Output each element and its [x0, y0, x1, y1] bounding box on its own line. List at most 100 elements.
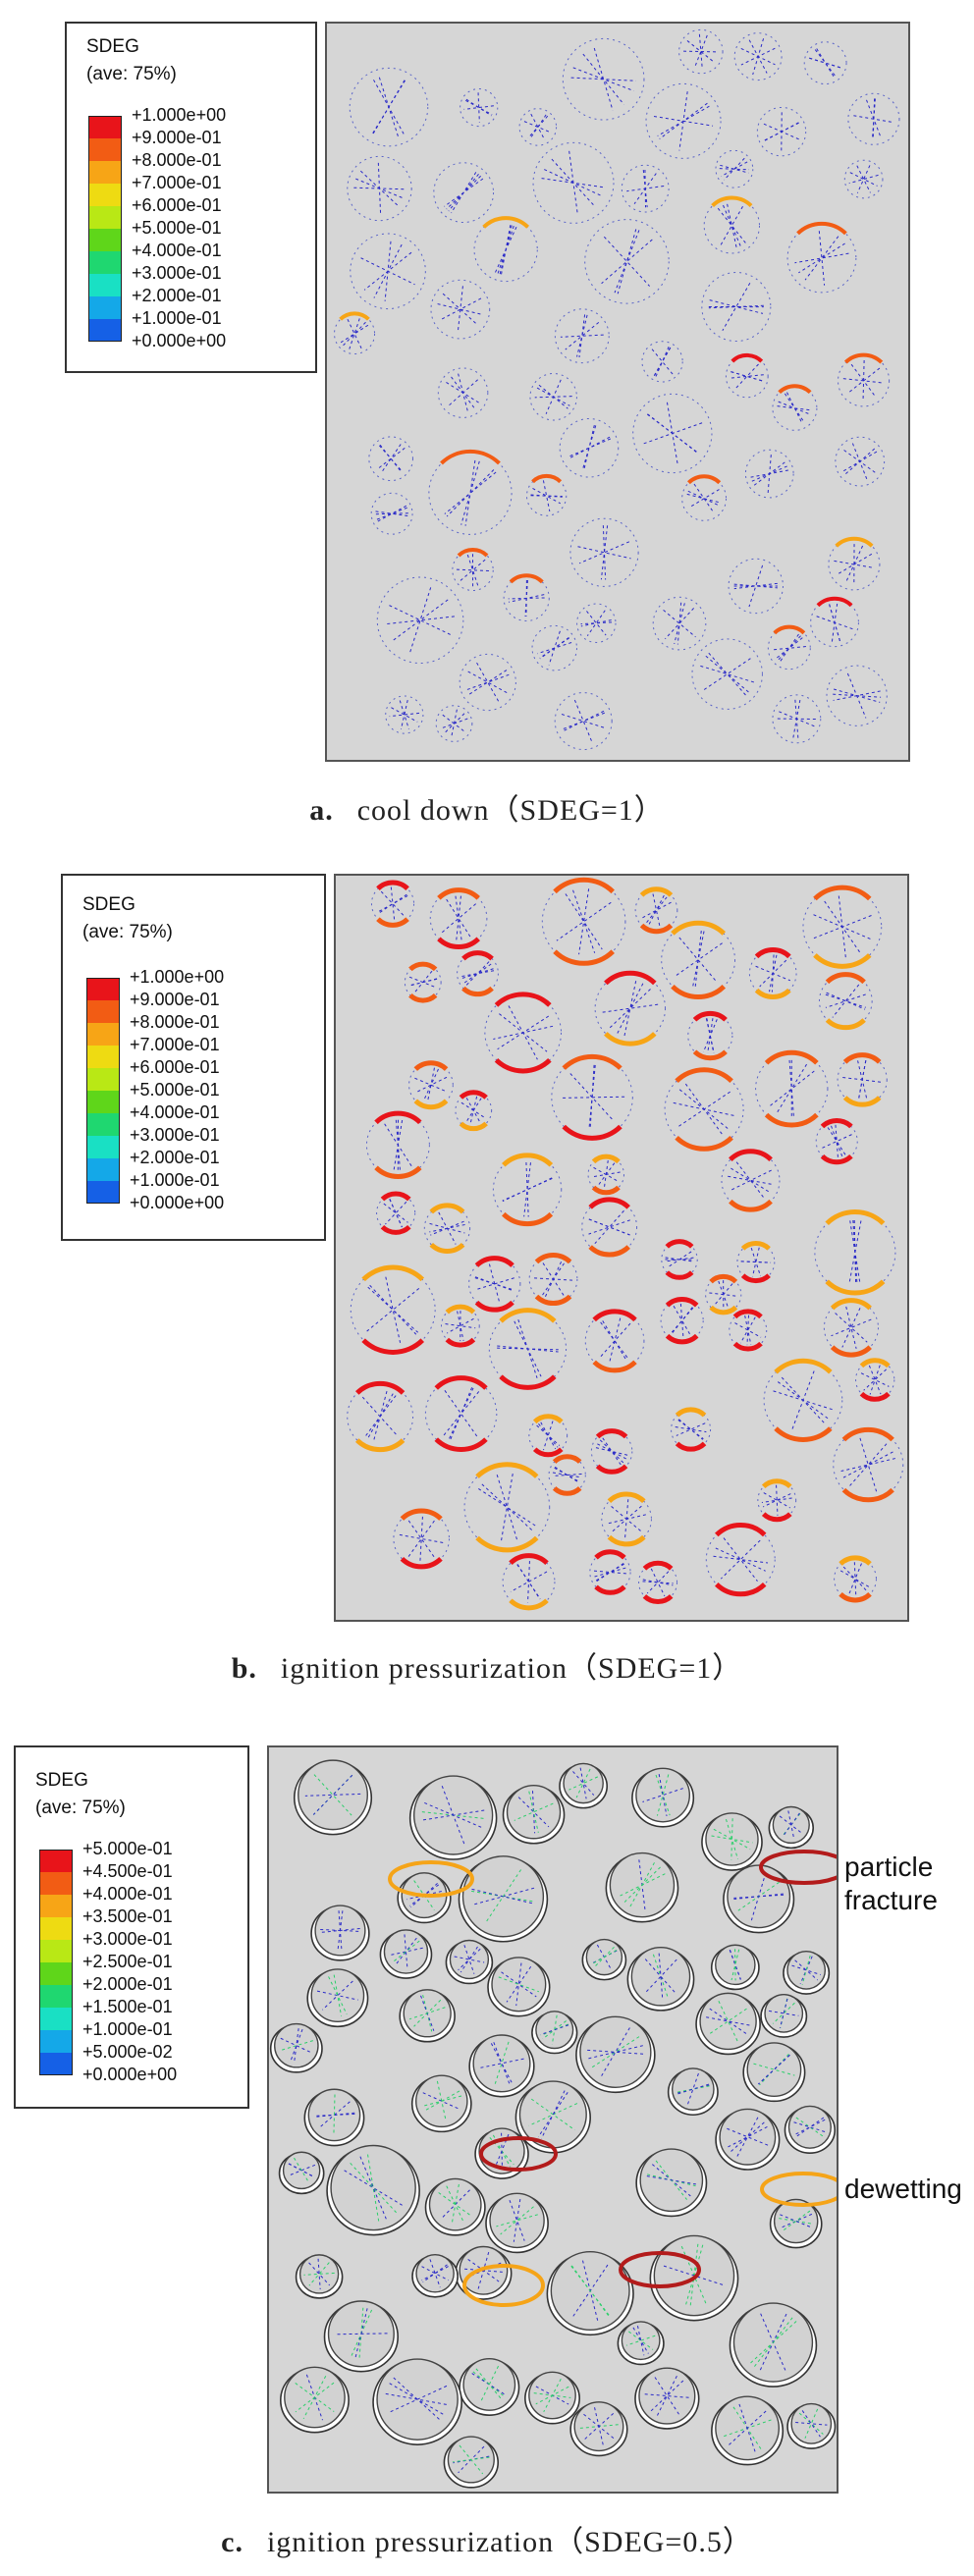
particle — [786, 221, 857, 294]
particle — [641, 341, 683, 383]
legend-swatch — [39, 1895, 73, 1917]
legend-swatch — [86, 1068, 120, 1091]
particle — [468, 2034, 535, 2098]
particle — [468, 1256, 521, 1313]
legend-swatch — [88, 251, 122, 274]
particle — [705, 1273, 742, 1315]
legend-a: SDEG (ave: 75%) +1.000e+00 +9.000e-01 +8.0… — [65, 22, 317, 373]
particle — [725, 353, 769, 399]
particle — [621, 164, 670, 213]
particle — [594, 970, 667, 1046]
particle — [645, 82, 722, 159]
particle — [310, 1905, 370, 1961]
particle — [768, 1805, 815, 1850]
particle — [349, 67, 429, 147]
particle — [769, 2198, 823, 2249]
particle — [430, 279, 491, 340]
legend-swatch — [88, 184, 122, 206]
particle — [584, 219, 670, 304]
dewetting-highlight — [388, 1860, 474, 1898]
particle — [393, 1508, 450, 1570]
particle — [828, 536, 881, 591]
legend-tick-label: +3.000e-01 — [132, 263, 222, 283]
legend-swatch — [86, 1113, 120, 1136]
legend-tick-label: +4.000e-01 — [82, 1884, 173, 1904]
particle — [376, 576, 464, 665]
caption-letter: c. — [221, 2526, 244, 2558]
particle — [715, 2108, 781, 2171]
particle — [502, 1785, 566, 1845]
legend-tick-label: +7.000e-01 — [130, 1035, 220, 1054]
particle — [786, 2402, 837, 2449]
legend-tick-label: +8.000e-01 — [132, 150, 222, 170]
particle — [661, 920, 736, 1000]
particle — [435, 705, 473, 742]
particle — [736, 1241, 776, 1284]
particle — [784, 2105, 837, 2154]
particle — [440, 1304, 480, 1348]
particle — [370, 492, 413, 535]
legend-tick-label: +4.500e-01 — [82, 1861, 173, 1881]
legend-tick-label: +7.000e-01 — [132, 173, 222, 192]
particle — [376, 1191, 416, 1235]
particle — [632, 393, 713, 474]
particle — [772, 694, 822, 744]
particle — [635, 2148, 708, 2218]
legend-tick-label: +3.000e-01 — [82, 1929, 173, 1949]
particle — [695, 1992, 761, 2056]
particle — [408, 1775, 498, 1860]
plot-a — [325, 22, 910, 762]
legend-tick-label: +3.500e-01 — [82, 1906, 173, 1926]
particle — [459, 2358, 520, 2416]
particle — [763, 1358, 843, 1442]
particle — [581, 1197, 638, 1258]
particle-fracture-label: particle fracture — [844, 1852, 938, 1915]
legend-swatch — [39, 1850, 73, 1872]
particle — [514, 2080, 591, 2154]
particle — [541, 877, 626, 966]
particle — [826, 665, 888, 726]
particle — [546, 2251, 634, 2336]
particle — [729, 1309, 768, 1352]
legend-swatch — [88, 296, 122, 319]
particle — [835, 436, 886, 487]
particle — [837, 1052, 888, 1107]
legend-swatch — [39, 1985, 73, 2008]
particle — [733, 32, 783, 81]
legend-tick-label: +1.000e-01 — [130, 1170, 220, 1190]
particle — [638, 1560, 678, 1604]
legend-tick-label: +6.000e-01 — [132, 195, 222, 215]
particle — [605, 1852, 679, 1923]
legend-tick-label: +5.000e-01 — [130, 1080, 220, 1100]
particle — [757, 1478, 797, 1523]
particle — [278, 2151, 325, 2195]
particle — [532, 141, 615, 224]
particle — [411, 2253, 459, 2298]
particle — [460, 87, 499, 128]
legend-swatch — [39, 2008, 73, 2030]
legend-swatch — [39, 1962, 73, 1985]
legend-swatch — [86, 1023, 120, 1046]
particle — [626, 1946, 695, 2012]
particle — [554, 692, 613, 751]
legend-tick-label: +1.000e-01 — [132, 308, 222, 328]
particle — [581, 1938, 627, 1981]
particle — [459, 653, 516, 712]
legend-swatch — [88, 116, 122, 138]
legend-swatch — [86, 1046, 120, 1068]
particle — [463, 1462, 551, 1553]
particle — [559, 1762, 609, 1809]
particle — [691, 638, 763, 710]
particle — [279, 2366, 350, 2434]
particle — [701, 272, 772, 343]
legend-swatch — [39, 2053, 73, 2075]
particle — [710, 1944, 760, 1991]
particle — [293, 1759, 373, 1836]
legend-tick-label: +9.000e-01 — [132, 128, 222, 147]
particle — [755, 1049, 829, 1128]
dewetting-label: dewetting — [844, 2174, 962, 2204]
caption-c: c. ignition pressurization（SDEG=0.5） — [0, 2517, 974, 2560]
particle — [554, 308, 610, 364]
particle — [634, 2367, 700, 2430]
particle — [423, 1203, 471, 1254]
